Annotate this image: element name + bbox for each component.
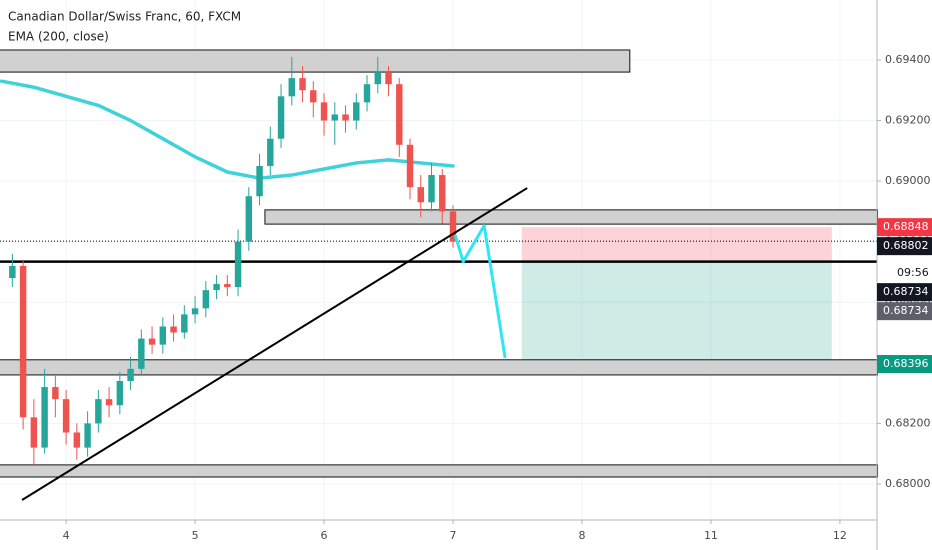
- candle-body: [331, 114, 339, 121]
- candle-body: [73, 432, 81, 448]
- candle-body: [116, 380, 124, 406]
- candle-body: [299, 78, 306, 91]
- candle-body: [84, 423, 91, 448]
- indicator-label: EMA (200, close): [8, 30, 109, 44]
- sr-zone: [0, 49, 631, 73]
- candle-body: [396, 84, 403, 145]
- candle-body: [439, 175, 446, 212]
- candle-body: [202, 290, 210, 309]
- candle-body: [320, 102, 328, 121]
- candle-body: [288, 78, 296, 97]
- candle-body: [385, 72, 392, 85]
- candle-body: [428, 175, 435, 203]
- candle-body: [138, 338, 145, 369]
- candle-body: [224, 284, 231, 288]
- candle-body: [105, 399, 113, 406]
- candle-body: [417, 187, 424, 203]
- sr-zone: [264, 209, 879, 225]
- candle-body: [19, 265, 27, 418]
- candle-body: [449, 211, 457, 242]
- price-label: 0.68848: [883, 220, 929, 233]
- projection-path: [453, 224, 507, 359]
- y-tick-label: 0.68200: [885, 416, 931, 429]
- candle-body: [170, 326, 177, 333]
- candle-body: [41, 387, 48, 448]
- price-label: 0.68734: [883, 304, 929, 317]
- candle-body: [234, 241, 242, 288]
- x-tick-label: 6: [321, 529, 328, 542]
- plot-layer: [0, 0, 879, 520]
- y-tick-label: 0.69400: [885, 53, 931, 66]
- candle-body: [95, 399, 102, 424]
- candle-body: [310, 90, 317, 103]
- candle-body: [159, 326, 167, 345]
- target-zone: [521, 261, 832, 365]
- x-tick-label: 7: [450, 529, 457, 542]
- x-tick-label: 5: [192, 529, 199, 542]
- candle-body: [256, 165, 263, 197]
- candle-body: [30, 417, 38, 448]
- candle-body: [267, 138, 274, 166]
- candle-body: [52, 387, 59, 400]
- candle-body: [62, 399, 70, 433]
- countdown: 09:56: [897, 266, 929, 279]
- y-tick-label: 0.68000: [885, 477, 931, 490]
- candle-body: [363, 84, 371, 103]
- price-label: 0.68802: [883, 239, 929, 252]
- candle-body: [406, 144, 414, 188]
- ema-line: [0, 79, 455, 180]
- x-tick-label: 11: [704, 529, 718, 542]
- candle-body: [374, 72, 382, 85]
- stop-zone: [521, 227, 832, 262]
- price-label: 0.68734: [883, 285, 929, 298]
- chart-title: Canadian Dollar/Swiss Franc, 60, FXCM: [8, 10, 241, 24]
- candle-body: [148, 338, 156, 345]
- price-label: 0.68396: [883, 357, 929, 370]
- candle-body: [245, 196, 253, 242]
- x-tick-label: 8: [578, 529, 585, 542]
- price-label-box: [877, 218, 932, 237]
- price-label-box: [877, 283, 932, 302]
- y-tick-label: 0.69000: [885, 174, 931, 187]
- sr-zone: [0, 464, 879, 478]
- candle-body: [181, 314, 188, 333]
- candle-body: [9, 265, 16, 279]
- x-tick-label: 12: [833, 529, 847, 542]
- candle-body: [353, 102, 360, 121]
- candle-body: [277, 96, 285, 139]
- price-label-box: [877, 302, 932, 321]
- price-label-box: [877, 355, 932, 374]
- candle-body: [127, 368, 134, 381]
- candle-body: [342, 114, 349, 121]
- y-tick-label: 0.69200: [885, 114, 931, 127]
- x-tick-label: 4: [63, 529, 70, 542]
- candle-body: [213, 284, 220, 291]
- trendline: [21, 187, 528, 501]
- candle-body: [191, 308, 199, 315]
- price-label-box: [877, 237, 932, 256]
